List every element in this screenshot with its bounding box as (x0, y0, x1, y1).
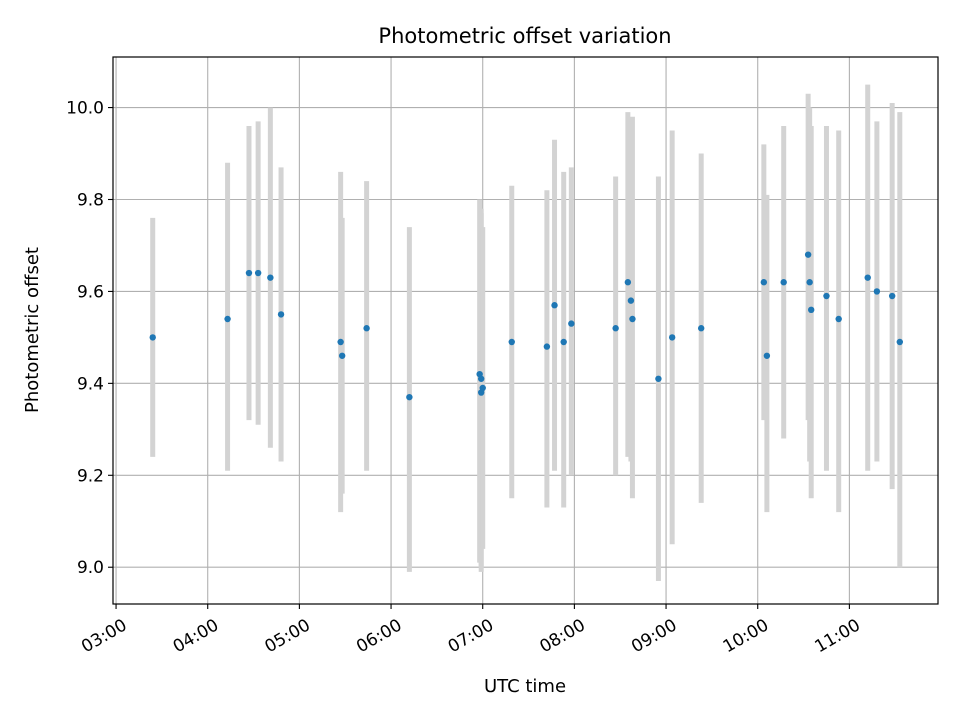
data-point (543, 343, 551, 350)
data-point (149, 334, 156, 341)
data-points (149, 251, 904, 401)
data-point (508, 338, 515, 346)
data-point (629, 315, 636, 323)
x-tick-label: 11:00 (811, 615, 863, 657)
x-tick-label: 10:00 (720, 615, 772, 657)
data-point (896, 338, 904, 346)
data-point (823, 292, 830, 300)
data-point (363, 325, 370, 332)
y-axis-label: Photometric offset (22, 247, 43, 413)
plot-area-frame (112, 56, 939, 605)
chart-title: Photometric offset variation (378, 24, 671, 48)
x-tick-label: 05:00 (261, 615, 313, 657)
y-tick-label: 10.0 (66, 99, 104, 119)
data-point (267, 274, 274, 281)
data-point (254, 269, 262, 277)
data-point (780, 279, 787, 286)
x-axis-label: UTC time (484, 676, 566, 697)
data-point (864, 274, 871, 281)
error-bars (150, 84, 903, 582)
y-tick-label: 9.4 (77, 374, 104, 394)
x-tick-label: 08:00 (536, 615, 588, 657)
data-point (624, 279, 632, 286)
data-point (627, 297, 635, 304)
data-point (337, 338, 344, 346)
data-point (655, 375, 662, 382)
data-point (477, 375, 485, 382)
data-point (873, 288, 881, 295)
x-tick-label: 06:00 (353, 615, 405, 657)
grid (113, 57, 938, 604)
x-tick-label: 03:00 (78, 615, 130, 657)
data-point (760, 279, 768, 286)
data-point (612, 325, 619, 332)
x-tick-label: 09:00 (628, 615, 680, 657)
y-tick-label: 9.8 (77, 190, 104, 210)
x-tick-label: 07:00 (445, 615, 497, 657)
y-tick-label: 9.6 (77, 282, 104, 302)
data-point (224, 315, 231, 323)
data-point (804, 251, 812, 258)
data-point (479, 384, 486, 392)
x-tick-label: 04:00 (170, 615, 222, 657)
data-point (568, 320, 575, 327)
data-point (668, 334, 676, 341)
y-tick-label: 9.2 (77, 466, 104, 486)
data-point (763, 352, 771, 359)
y-axis-ticks: 9.0 9.2 9.4 9.6 9.8 10.0 (66, 99, 113, 578)
data-point (835, 315, 842, 323)
data-point (338, 352, 346, 359)
data-point (245, 269, 253, 277)
data-point (807, 306, 815, 314)
data-point (806, 279, 813, 286)
data-point (888, 292, 896, 300)
x-axis-ticks: 03:00 04:00 05:00 06:00 07:00 08:00 09:00 10:00… (78, 604, 864, 657)
data-point (406, 393, 413, 401)
data-point (697, 325, 705, 332)
y-tick-label: 9.0 (77, 558, 104, 578)
data-point (277, 311, 285, 318)
data-point (560, 338, 567, 346)
data-point (551, 302, 558, 309)
